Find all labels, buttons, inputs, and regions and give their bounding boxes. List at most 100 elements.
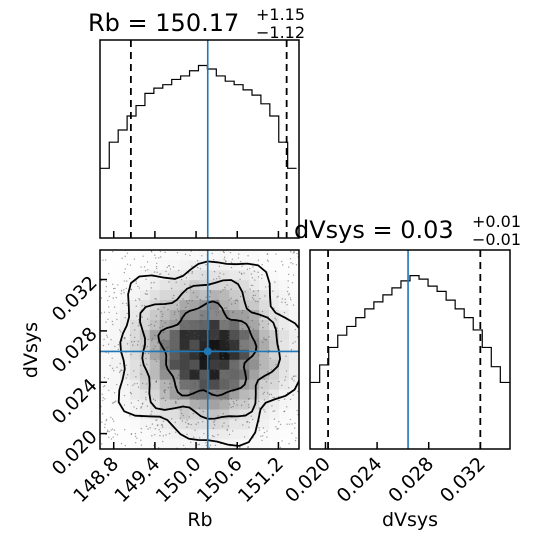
outer-sample-point	[210, 395, 213, 397]
outer-sample-point	[291, 432, 293, 434]
density-cell	[229, 329, 240, 340]
outer-sample-point	[188, 416, 190, 418]
density-cell	[269, 329, 280, 340]
outer-sample-point	[232, 311, 234, 314]
outer-sample-point	[127, 384, 129, 386]
outer-sample-point	[297, 336, 299, 338]
outer-sample-point	[105, 418, 108, 421]
x-tick-label: 150.6	[193, 453, 247, 507]
outer-sample-point	[104, 426, 106, 429]
outer-sample-point	[124, 316, 126, 319]
outer-sample-point	[223, 319, 225, 322]
outer-sample-point	[246, 421, 248, 423]
outer-sample-point	[202, 328, 204, 330]
density-cell	[279, 319, 290, 330]
outer-sample-point	[193, 332, 196, 334]
outer-sample-point	[126, 304, 129, 307]
density-cell	[279, 419, 290, 430]
outer-sample-point	[251, 277, 254, 279]
outer-sample-point	[112, 418, 114, 420]
outer-sample-point	[262, 427, 265, 429]
outer-sample-point	[224, 288, 226, 291]
density-cell	[139, 419, 151, 430]
outer-sample-point	[108, 272, 110, 275]
outer-sample-point	[163, 382, 166, 384]
outer-sample-point	[230, 320, 233, 323]
density-cell	[229, 419, 240, 430]
outer-sample-point	[270, 393, 273, 396]
outer-sample-point	[125, 302, 128, 305]
outer-sample-point	[219, 277, 221, 279]
outer-sample-point	[186, 387, 189, 390]
outer-sample-point	[281, 328, 284, 330]
density-cell	[209, 349, 220, 360]
outer-sample-point	[121, 257, 123, 260]
outer-sample-point	[267, 260, 269, 263]
outer-sample-point	[209, 291, 212, 293]
density-cell	[199, 349, 210, 360]
outer-sample-point	[192, 436, 195, 438]
density-cell	[259, 279, 270, 291]
density-cell	[279, 429, 290, 440]
density-cell	[269, 409, 280, 420]
outer-sample-point	[159, 327, 161, 329]
density-cell	[229, 279, 240, 291]
outer-sample-point	[227, 332, 229, 335]
outer-sample-point	[265, 339, 267, 341]
density-cell	[269, 299, 280, 310]
density-cell	[229, 299, 240, 310]
density-cell	[219, 419, 230, 430]
density-cell	[119, 349, 131, 360]
outer-sample-point	[146, 383, 148, 385]
density-cell	[249, 379, 260, 390]
outer-sample-point	[243, 272, 245, 274]
outer-sample-point	[274, 270, 277, 273]
outer-sample-point	[209, 444, 212, 446]
outer-sample-point	[163, 389, 166, 391]
outer-sample-point	[232, 400, 235, 403]
outer-sample-point	[147, 352, 150, 355]
density-cell	[209, 399, 220, 410]
outer-sample-point	[112, 323, 114, 326]
outer-sample-point	[221, 425, 224, 427]
outer-sample-point	[257, 300, 259, 303]
outer-sample-point	[293, 375, 295, 377]
density-cell	[279, 339, 290, 350]
outer-sample-point	[169, 383, 171, 385]
density-cell	[159, 399, 170, 410]
outer-sample-point	[178, 367, 180, 369]
outer-sample-point	[234, 333, 237, 335]
outer-sample-point	[294, 439, 297, 442]
density-cell	[269, 389, 280, 400]
outer-sample-point	[153, 271, 156, 273]
density-cell	[159, 259, 170, 271]
density-cell	[289, 319, 299, 330]
density-cell	[119, 309, 131, 320]
outer-sample-point	[135, 280, 137, 282]
outer-sample-point	[217, 330, 219, 332]
density-cell	[100, 279, 111, 291]
density-cell	[249, 319, 260, 330]
outer-sample-point	[156, 262, 158, 264]
outer-sample-point	[174, 431, 177, 433]
outer-sample-point	[212, 392, 214, 394]
outer-sample-point	[197, 380, 200, 383]
outer-sample-point	[212, 258, 215, 261]
outer-sample-point	[223, 258, 225, 260]
outer-sample-point	[100, 280, 103, 282]
outer-sample-point	[297, 390, 299, 393]
outer-sample-point	[104, 398, 106, 400]
density-cell	[129, 299, 141, 310]
outer-sample-point	[159, 431, 162, 433]
density-cell	[279, 250, 290, 261]
outer-sample-point	[142, 345, 144, 347]
density-cell	[179, 429, 190, 440]
outer-sample-point	[288, 266, 290, 268]
density-cell	[209, 409, 220, 420]
density-cell	[239, 349, 250, 360]
outer-sample-point	[257, 271, 259, 274]
outer-sample-point	[266, 436, 268, 438]
outer-sample-point	[141, 316, 143, 318]
density-cell	[179, 250, 190, 261]
density-cell	[179, 379, 190, 390]
